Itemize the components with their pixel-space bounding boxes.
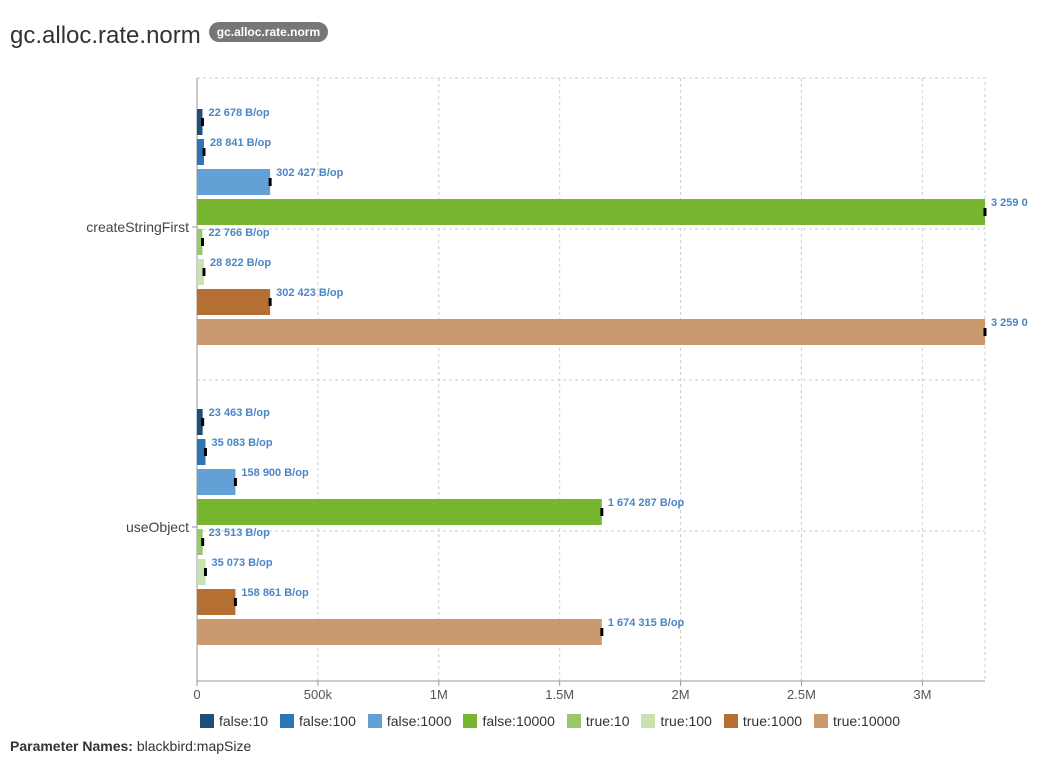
legend-swatch [641,714,656,728]
legend-label: false:10000 [482,713,555,729]
legend-swatch [814,714,829,728]
data-label: 22 766 B/op [209,227,270,239]
data-label: 302 427 B/op [276,167,344,179]
legend-swatch [463,714,478,728]
bar [197,199,985,225]
data-label: 28 822 B/op [210,257,271,269]
legend-swatch [280,714,295,728]
legend-item: false:100 [280,713,356,729]
bar [197,109,203,135]
bar-chart: 0 500k 1M 1.5M 2M 2.5M 3M createStringFirst 22 6… [86,77,1028,702]
data-label: 1 674 287 B/op [608,497,685,509]
chart-header: gc.alloc.rate.norm gc.alloc.rate.norm [10,22,329,50]
data-label: 28 841 B/op [210,137,271,149]
bar [197,469,236,495]
x-tick-label: 1M [430,687,448,702]
legend-item: false:10000 [463,713,555,729]
bar [197,259,204,285]
category-label: useObject [126,519,189,535]
x-tick-label: 2M [672,687,690,702]
bar [197,229,203,255]
bar [197,289,271,315]
metric-badge: gc.alloc.rate.norm [208,22,329,42]
x-tick-label: 3M [913,687,931,702]
category-label: createStringFirst [86,219,189,235]
x-tick-label: 1.5M [545,687,574,702]
data-label: 35 083 B/op [211,437,272,449]
parameter-names-label: Parameter Names: [10,738,133,754]
data-label: 23 513 B/op [209,527,270,539]
bar [197,499,602,525]
legend-swatch [723,714,738,728]
parameter-names-value: blackbird:mapSize [136,738,252,754]
legend-item: true:1000 [723,713,803,729]
bar [197,169,271,195]
x-tick-label: 2.5M [787,687,816,702]
legend-swatch [367,714,382,728]
legend-swatch [566,714,581,728]
legend-swatch [200,714,214,728]
data-label: 35 073 B/op [211,557,272,569]
data-label: 158 900 B/op [241,467,309,479]
bar [197,559,206,585]
legend-label: true:1000 [742,713,803,729]
legend-label: false:10 [219,713,269,729]
bar [197,589,236,615]
legend-label: false:100 [299,713,356,729]
bar [197,319,985,345]
legend-label: true:10000 [833,713,900,729]
x-tick-label: 0 [193,687,200,702]
bar [197,139,204,165]
legend-label: true:100 [660,713,712,729]
bar [197,439,206,465]
legend-item: true:100 [641,713,712,729]
page-title: gc.alloc.rate.norm [10,22,201,49]
legend-label: false:1000 [386,713,452,729]
chart-legend: false:10 false:100 false:1000 false:10000 tr… [200,713,912,729]
x-tick-label: 500k [304,687,333,702]
legend-label: true:10 [585,713,630,729]
bar [197,529,203,555]
bar [197,409,203,435]
data-label: 3 259 0 [991,317,1028,329]
data-label: 23 463 B/op [209,407,270,419]
legend-item: true:10 [566,713,630,729]
legend-item: false:10 [200,713,268,729]
parameter-names: Parameter Names: blackbird:mapSize [10,738,251,754]
data-label: 3 259 0 [991,197,1028,209]
data-label: 1 674 315 B/op [608,617,685,629]
legend-item: false:1000 [367,713,452,729]
bar [197,619,602,645]
legend-item: true:10000 [814,713,900,729]
data-label: 302 423 B/op [276,287,344,299]
data-label: 158 861 B/op [241,587,309,599]
data-label: 22 678 B/op [208,107,269,119]
